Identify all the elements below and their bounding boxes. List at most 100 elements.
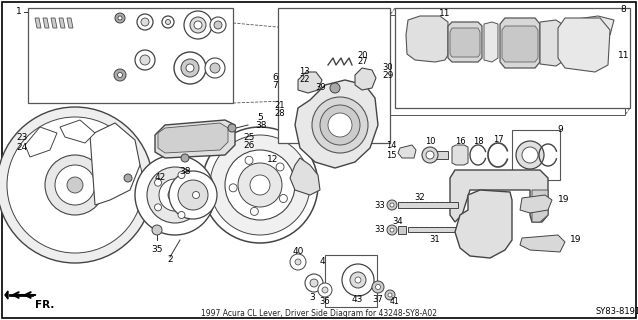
Text: 20: 20 <box>358 51 368 60</box>
Text: 1: 1 <box>16 7 22 17</box>
Circle shape <box>202 127 318 243</box>
Text: 13: 13 <box>299 68 310 76</box>
Text: 38: 38 <box>179 167 191 177</box>
Text: 39: 39 <box>315 84 326 92</box>
Bar <box>278 8 390 143</box>
Text: 29: 29 <box>382 70 394 79</box>
Bar <box>398 226 406 234</box>
Polygon shape <box>355 68 376 90</box>
Circle shape <box>320 105 360 145</box>
Circle shape <box>210 17 226 33</box>
Circle shape <box>516 141 544 169</box>
Circle shape <box>184 11 212 39</box>
Text: 14: 14 <box>387 140 397 149</box>
Circle shape <box>390 203 394 207</box>
Bar <box>390 15 625 115</box>
Circle shape <box>330 83 340 93</box>
Text: 23: 23 <box>17 133 28 142</box>
Text: 35: 35 <box>151 245 163 254</box>
Circle shape <box>45 155 105 215</box>
Bar <box>28 8 233 103</box>
Circle shape <box>165 20 170 25</box>
Text: 28: 28 <box>274 108 285 117</box>
Polygon shape <box>60 120 95 143</box>
Polygon shape <box>25 127 57 157</box>
Text: 4: 4 <box>320 258 325 267</box>
Circle shape <box>250 207 258 215</box>
Circle shape <box>181 154 189 162</box>
Circle shape <box>186 64 194 72</box>
Circle shape <box>228 124 236 132</box>
Circle shape <box>0 107 153 263</box>
Text: 18: 18 <box>473 138 484 147</box>
Circle shape <box>135 50 155 70</box>
Polygon shape <box>35 18 41 28</box>
Polygon shape <box>51 18 57 28</box>
Circle shape <box>117 73 122 77</box>
Text: 5: 5 <box>257 113 263 122</box>
Circle shape <box>118 16 122 20</box>
Circle shape <box>279 195 287 203</box>
Text: 34: 34 <box>392 218 403 227</box>
Text: 22: 22 <box>299 76 310 84</box>
Text: 26: 26 <box>243 141 255 150</box>
Polygon shape <box>558 18 610 72</box>
Circle shape <box>152 225 162 235</box>
Text: 19: 19 <box>570 236 581 244</box>
Circle shape <box>238 163 282 207</box>
Circle shape <box>214 21 222 29</box>
Circle shape <box>137 14 153 30</box>
Polygon shape <box>158 123 228 153</box>
Circle shape <box>305 274 323 292</box>
Circle shape <box>67 177 83 193</box>
Circle shape <box>114 69 126 81</box>
Circle shape <box>210 135 310 235</box>
Text: 1997 Acura CL Lever, Driver Side Diagram for 43248-SY8-A02: 1997 Acura CL Lever, Driver Side Diagram… <box>201 308 437 317</box>
Circle shape <box>162 16 174 28</box>
Circle shape <box>55 165 95 205</box>
Text: 42: 42 <box>155 173 167 182</box>
Polygon shape <box>502 26 538 62</box>
Circle shape <box>174 52 206 84</box>
Text: 11: 11 <box>439 9 451 18</box>
Text: 32: 32 <box>415 194 426 203</box>
Bar <box>430 151 448 159</box>
Polygon shape <box>59 18 65 28</box>
Text: 38: 38 <box>255 121 267 130</box>
Circle shape <box>135 155 215 235</box>
Circle shape <box>522 147 538 163</box>
Polygon shape <box>500 18 540 68</box>
Text: 2: 2 <box>167 255 173 265</box>
Polygon shape <box>450 170 548 222</box>
Text: 10: 10 <box>425 138 435 147</box>
Polygon shape <box>570 16 614 38</box>
Circle shape <box>312 97 368 153</box>
Polygon shape <box>540 20 562 66</box>
Polygon shape <box>137 185 150 203</box>
Circle shape <box>159 179 191 211</box>
Text: 25: 25 <box>243 133 255 142</box>
Circle shape <box>154 204 161 211</box>
Text: 17: 17 <box>493 135 503 145</box>
Circle shape <box>210 63 220 73</box>
Polygon shape <box>452 145 468 165</box>
Circle shape <box>290 254 306 270</box>
Polygon shape <box>5 291 8 299</box>
Circle shape <box>350 272 366 288</box>
Text: 6: 6 <box>272 74 278 83</box>
Polygon shape <box>295 80 378 168</box>
Circle shape <box>422 147 438 163</box>
Text: 37: 37 <box>373 295 383 305</box>
Polygon shape <box>455 190 512 258</box>
Polygon shape <box>520 195 552 213</box>
Polygon shape <box>155 120 235 158</box>
Circle shape <box>229 184 237 192</box>
Polygon shape <box>532 190 548 222</box>
Polygon shape <box>398 145 416 158</box>
Text: 12: 12 <box>267 156 278 164</box>
Circle shape <box>140 55 150 65</box>
Circle shape <box>310 279 318 287</box>
Text: FR.: FR. <box>35 300 54 310</box>
Circle shape <box>387 225 397 235</box>
Circle shape <box>328 113 352 137</box>
